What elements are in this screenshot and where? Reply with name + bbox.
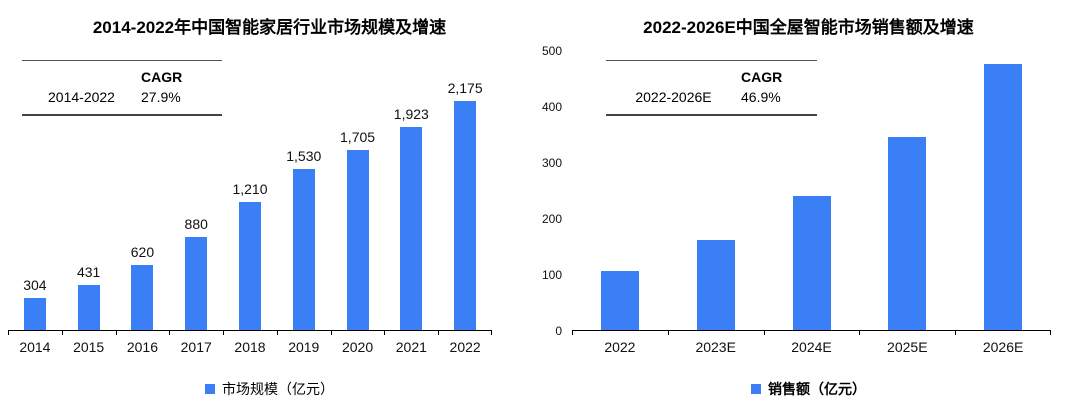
x-axis-label: 2021 bbox=[395, 339, 427, 355]
x-axis-tick bbox=[572, 330, 573, 335]
x-axis-tick bbox=[859, 330, 860, 335]
y-axis-label: 100 bbox=[541, 268, 562, 282]
x-axis-tick bbox=[331, 330, 332, 335]
bar bbox=[400, 127, 423, 330]
legend: 销售额（亿元） bbox=[539, 379, 1078, 399]
bar bbox=[346, 150, 369, 330]
x-axis-label: 2018 bbox=[234, 339, 266, 355]
bar-value-label: 1,530 bbox=[286, 148, 322, 164]
bar-value-label: 1,923 bbox=[393, 106, 429, 122]
x-axis-tick bbox=[668, 330, 669, 335]
bar bbox=[600, 271, 639, 330]
bar-value-label: 431 bbox=[76, 264, 101, 280]
x-axis-tick bbox=[491, 330, 492, 335]
whole-house-smart-sales-chart: 2022-2026E中国全屋智能市场销售额及增速 CAGR 2022-2026E… bbox=[539, 0, 1078, 409]
x-axis-tick bbox=[955, 330, 956, 335]
bar bbox=[792, 196, 831, 330]
cagr-table: CAGR 2014-2022 27.9% bbox=[22, 60, 222, 116]
bar-value-label: 880 bbox=[184, 216, 208, 232]
x-axis-label: 2017 bbox=[180, 339, 212, 355]
bar bbox=[696, 240, 735, 330]
x-axis-tick bbox=[384, 330, 385, 335]
legend-swatch-icon bbox=[205, 384, 215, 394]
x-axis-label: 2023E bbox=[695, 339, 736, 355]
x-axis-tick bbox=[1050, 330, 1051, 335]
bar bbox=[77, 285, 100, 330]
y-axis-label: 200 bbox=[541, 212, 562, 226]
x-axis-label: 2022 bbox=[449, 339, 481, 355]
x-axis-tick bbox=[62, 330, 63, 335]
bar-value-label: 1,705 bbox=[340, 129, 376, 145]
y-axis-label: 500 bbox=[541, 44, 562, 58]
bar bbox=[984, 64, 1023, 330]
legend-swatch-icon bbox=[751, 384, 761, 394]
bar-value-label: 1,210 bbox=[232, 181, 268, 197]
y-axis-label: 300 bbox=[541, 156, 562, 170]
cagr-period: 2022-2026E bbox=[635, 89, 712, 105]
cagr-value-row: 2014-2022 27.9% bbox=[22, 87, 222, 107]
x-axis-label: 2025E bbox=[887, 339, 928, 355]
bar bbox=[131, 265, 154, 330]
bar-plot-area: 304 2014 431 2015 620 2016 880 2017 1,210 2018 1,5… bbox=[8, 78, 492, 355]
y-axis-label: 400 bbox=[541, 100, 562, 114]
bar-value-label: 2,175 bbox=[447, 80, 483, 96]
cagr-period: 2014-2022 bbox=[48, 89, 115, 105]
x-axis-label: 2020 bbox=[341, 339, 374, 355]
bar bbox=[239, 202, 261, 330]
legend-label: 销售额（亿元） bbox=[768, 381, 866, 397]
smart-home-market-chart: 2014-2022年中国智能家居行业市场规模及增速 CAGR 2014-2022… bbox=[0, 18, 539, 399]
x-axis-tick bbox=[277, 330, 278, 335]
x-axis-tick bbox=[223, 330, 224, 335]
x-axis-label: 2019 bbox=[288, 339, 320, 355]
x-axis-tick bbox=[764, 330, 765, 335]
x-axis-tick bbox=[116, 330, 117, 335]
chart-title: 2014-2022年中国智能家居行业市场规模及增速 bbox=[92, 18, 447, 37]
x-axis-label: 2024E bbox=[791, 339, 832, 355]
x-axis-tick bbox=[169, 330, 170, 335]
x-axis-label: 2014 bbox=[19, 339, 51, 355]
x-axis-label: 2026E bbox=[982, 339, 1024, 355]
cagr-table: CAGR 2022-2026E 46.9% bbox=[606, 60, 817, 116]
x-axis-label: 2022 bbox=[604, 339, 636, 355]
bar-value-label: 620 bbox=[130, 244, 155, 260]
bar bbox=[185, 237, 208, 330]
cagr-value: 27.9% bbox=[141, 89, 181, 105]
bar-plot-area: 2022 2023E 2024E 2025E 2026E 0 100 200 300 400 500 bbox=[542, 44, 1051, 355]
x-axis-tick bbox=[8, 330, 9, 335]
bar bbox=[292, 169, 315, 330]
legend: 市场规模（亿元） bbox=[0, 379, 539, 399]
bar bbox=[454, 101, 477, 330]
cagr-header: CAGR bbox=[741, 69, 783, 85]
cagr-header: CAGR bbox=[141, 69, 183, 85]
chart-title: 2022-2026E中国全屋智能市场销售额及增速 bbox=[643, 18, 974, 37]
cagr-value-row: 2022-2026E 46.9% bbox=[606, 87, 817, 107]
cagr-header-row: CAGR bbox=[22, 67, 222, 87]
bar-value-label: 304 bbox=[23, 277, 47, 293]
cagr-value: 46.9% bbox=[741, 89, 781, 105]
x-axis-tick bbox=[438, 330, 439, 335]
y-axis-label: 0 bbox=[555, 324, 562, 338]
legend-label: 市场规模（亿元） bbox=[222, 381, 334, 397]
x-axis-label: 2016 bbox=[126, 339, 159, 355]
x-axis-label: 2015 bbox=[73, 339, 105, 355]
bar bbox=[888, 137, 927, 330]
cagr-header-row: CAGR bbox=[606, 67, 817, 87]
bar bbox=[23, 298, 46, 330]
